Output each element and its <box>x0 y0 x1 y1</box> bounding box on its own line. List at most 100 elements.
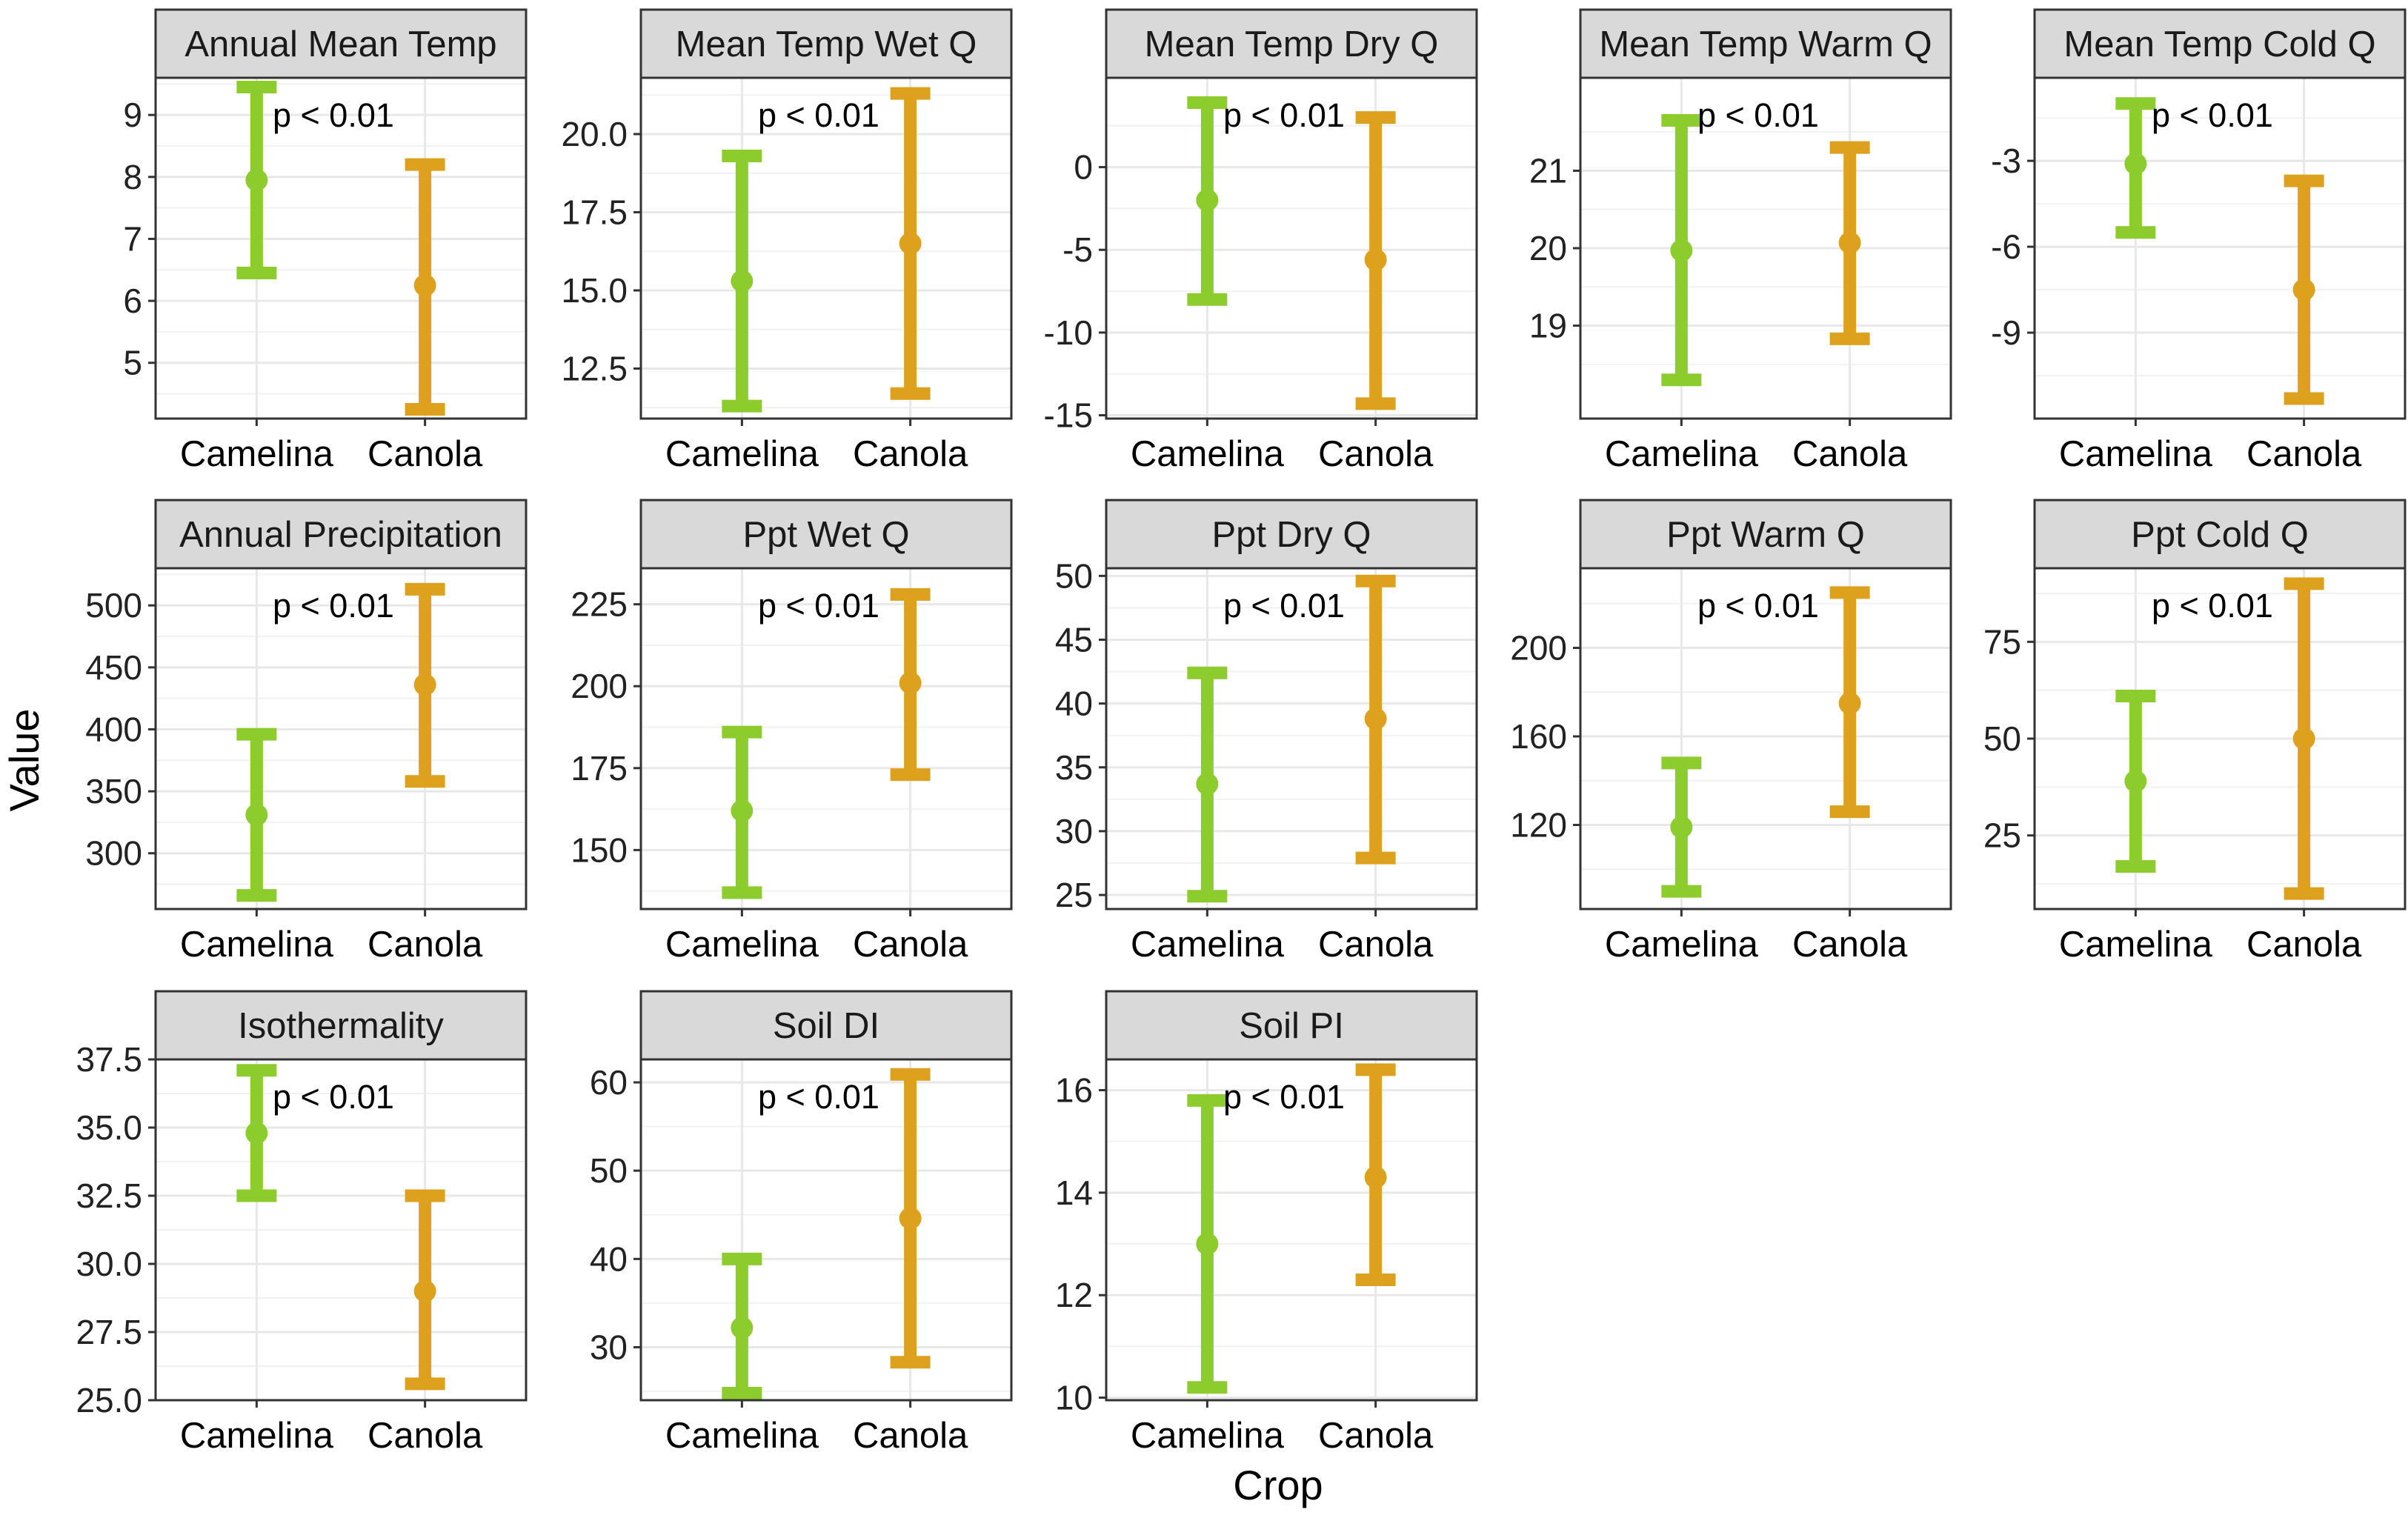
p-value-label: p < 0.01 <box>1223 96 1345 134</box>
y-tick-label: 60 <box>590 1063 628 1102</box>
y-tick-label: 225 <box>571 585 628 624</box>
mean-point-canola <box>2292 728 2315 750</box>
y-tick-label: 175 <box>571 749 628 788</box>
y-tick-label: 400 <box>85 710 142 748</box>
mean-point-canola <box>899 232 922 255</box>
panel-soil-di: Soil DI 30 40 50 60 p < 0.01 Camelina Canola <box>590 990 1013 1456</box>
y-tick-label: -6 <box>1991 227 2021 266</box>
x-category-label: Camelina <box>180 925 334 965</box>
x-category-label: Canola <box>853 1416 968 1456</box>
panel-soil-pi: Soil PI 10 12 14 16 p < 0.01 Camelina Canola <box>1055 990 1478 1456</box>
y-tick-label: 150 <box>571 830 628 869</box>
y-tick-label: 6 <box>123 282 142 320</box>
y-tick-label: 30.0 <box>76 1245 142 1283</box>
panel-border <box>2033 567 2407 911</box>
strip-ppt-cold-q <box>2033 499 2407 570</box>
x-category-label: Canola <box>367 925 483 965</box>
strip-title: Soil PI <box>1239 1006 1344 1046</box>
strip-title: Mean Temp Warm Q <box>1599 24 1932 64</box>
p-value-label: p < 0.01 <box>758 96 879 134</box>
panel-border <box>639 567 1013 911</box>
panel-background <box>1106 1059 1477 1400</box>
p-value-label: p < 0.01 <box>1697 587 1819 625</box>
mean-point-camelina <box>1670 816 1693 839</box>
y-tick-label: 15.0 <box>561 271 628 310</box>
mean-point-canola <box>899 671 922 694</box>
mean-point-canola <box>413 673 436 696</box>
mean-point-canola <box>1364 1166 1387 1189</box>
strip-ppt-warm-q <box>1579 499 1952 570</box>
mean-point-camelina <box>245 1122 268 1145</box>
panel-ppt-dry-q: Ppt Dry Q 25 30 35 40 45 50 p < 0.01 Camelina Can… <box>1055 499 1478 965</box>
x-category-label: Camelina <box>180 434 334 474</box>
mean-point-camelina <box>2124 152 2147 175</box>
panel-border <box>1579 567 1952 911</box>
panel-isothermality: Isothermality 25.0 27.5 30.0 32.5 35.0 37.5 p <… <box>76 990 528 1456</box>
p-value-label: p < 0.01 <box>758 1078 879 1116</box>
y-tick-label: 5 <box>123 344 142 382</box>
x-category-label: Camelina <box>180 1416 334 1456</box>
y-tick-label: 50 <box>1055 556 1093 595</box>
x-category-label: Camelina <box>1131 925 1285 965</box>
strip-title: Ppt Dry Q <box>1211 515 1371 555</box>
y-tick-label: 21 <box>1529 151 1567 190</box>
panel-border <box>1579 76 1952 420</box>
y-tick-label: 9 <box>123 96 142 134</box>
y-tick-label: 300 <box>85 834 142 873</box>
strip-ppt-dry-q <box>1105 499 1478 570</box>
mean-point-camelina <box>245 803 268 826</box>
panel-annual-mean-temp: Annual Mean Temp 5 6 7 8 9 p < 0.01 Camelina Can… <box>123 8 528 474</box>
panel-ppt-warm-q: Ppt Warm Q 120 160 200 p < 0.01 Camelina Canol… <box>1510 499 1952 965</box>
x-category-label: Camelina <box>2059 434 2213 474</box>
panel-ppt-cold-q: Ppt Cold Q 25 50 75 p < 0.01 Camelina Canola <box>1983 499 2407 965</box>
strip-title: Ppt Cold Q <box>2131 515 2309 555</box>
panel-mean-temp-wet-q: Mean Temp Wet Q 12.5 15.0 17.5 20.0 p < 0.01 C… <box>561 8 1013 474</box>
x-axis-title: Crop <box>1233 1462 1323 1508</box>
panel-border <box>639 76 1013 420</box>
y-tick-label: -3 <box>1991 142 2021 180</box>
strip-title: Mean Temp Dry Q <box>1145 24 1439 64</box>
panel-border <box>1105 76 1478 420</box>
strip-title: Mean Temp Wet Q <box>676 24 977 64</box>
y-tick-label: 20.0 <box>561 115 628 153</box>
y-tick-label: 10 <box>1055 1379 1093 1417</box>
y-tick-label: 19 <box>1529 307 1567 345</box>
y-tick-label: 200 <box>1510 629 1567 668</box>
strip-soil-pi <box>1105 990 1478 1061</box>
y-tick-label: 35 <box>1055 748 1093 787</box>
strip-isothermality <box>154 990 528 1061</box>
y-tick-label: -15 <box>1044 396 1093 435</box>
y-axis-title: Value <box>1 708 47 811</box>
strip-title: Ppt Wet Q <box>742 515 909 555</box>
p-value-label: p < 0.01 <box>758 587 879 625</box>
panel-annual-precipitation: Annual Precipitation 300 350 400 450 500 p < 0… <box>85 499 528 965</box>
p-value-label: p < 0.01 <box>1223 1078 1345 1116</box>
mean-point-canola <box>1364 708 1387 730</box>
panel-background <box>2035 78 2405 419</box>
mean-point-canola <box>899 1207 922 1230</box>
mean-point-camelina <box>1196 189 1219 212</box>
panel-background <box>641 1059 1011 1400</box>
mean-point-canola <box>413 274 436 297</box>
panel-background <box>1580 568 1951 909</box>
y-tick-label: 8 <box>123 158 142 196</box>
panel-mean-temp-cold-q: Mean Temp Cold Q -9 -6 -3 p < 0.01 Camelina Ca… <box>1991 8 2407 474</box>
strip-annual-mean-temp <box>154 8 528 79</box>
panel-border <box>639 1058 1013 1402</box>
mean-point-canola <box>1838 231 1861 254</box>
strip-title: Ppt Warm Q <box>1666 515 1865 555</box>
y-tick-label: 500 <box>85 586 142 625</box>
y-tick-label: 17.5 <box>561 193 628 231</box>
p-value-label: p < 0.01 <box>2152 587 2273 625</box>
p-value-label: p < 0.01 <box>273 587 394 625</box>
y-tick-label: 50 <box>1983 719 2021 758</box>
x-category-label: Canola <box>1792 925 1908 965</box>
x-category-label: Canola <box>1318 1416 1434 1456</box>
p-value-label: p < 0.01 <box>2152 96 2273 134</box>
y-tick-label: 25 <box>1055 876 1093 914</box>
y-tick-label: -5 <box>1062 230 1093 269</box>
y-tick-label: 14 <box>1055 1174 1093 1212</box>
mean-point-camelina <box>1196 1233 1219 1256</box>
mean-point-camelina <box>245 169 268 191</box>
x-category-label: Canola <box>1792 434 1908 474</box>
